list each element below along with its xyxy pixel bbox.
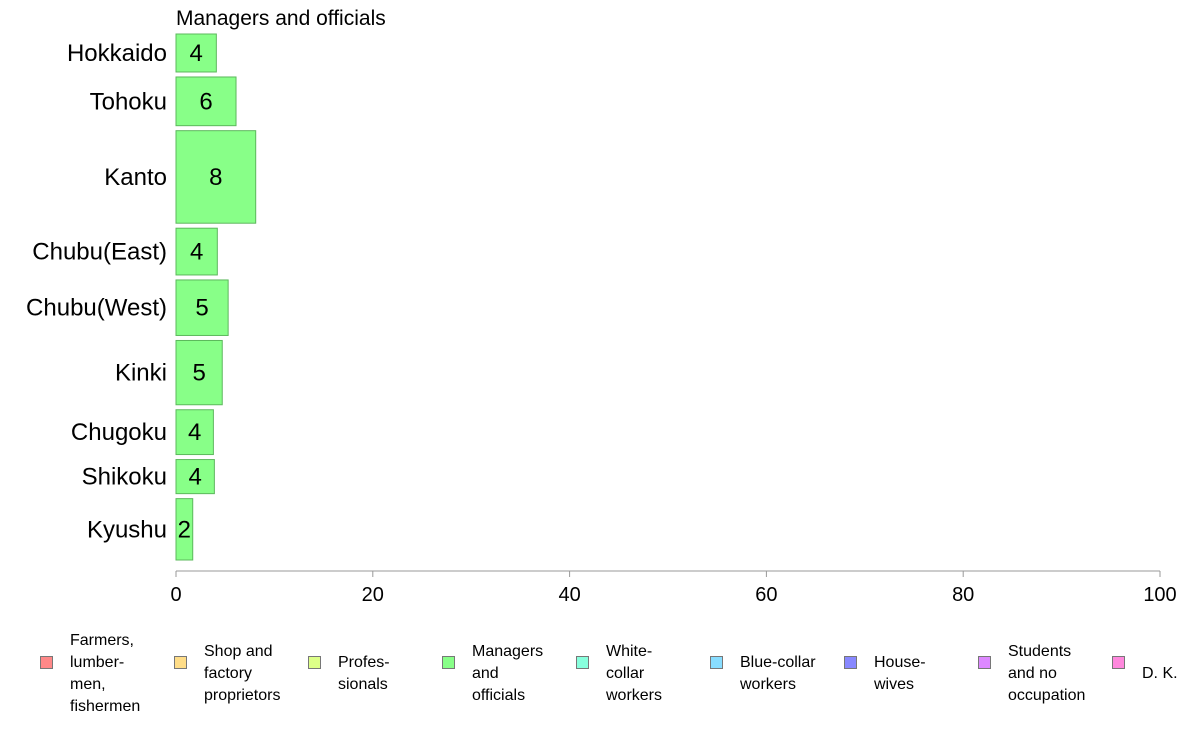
legend-swatch xyxy=(174,656,187,669)
bar-kyushu xyxy=(175,498,194,561)
bar-chubu-east xyxy=(175,227,218,276)
legend-swatch xyxy=(442,656,455,669)
value-label: 8 xyxy=(209,164,222,191)
chart-title: Managers and officials xyxy=(176,7,386,30)
legend-swatch xyxy=(844,656,857,669)
x-tick-label: 60 xyxy=(755,584,777,606)
legend-item: Farmers, lumber- men, fishermen xyxy=(40,622,174,722)
legend-item: D. K. xyxy=(1112,622,1188,722)
bar-chubu-west xyxy=(175,279,229,336)
legend-label: White- collar workers xyxy=(606,643,663,704)
category-label: Kyushu xyxy=(87,516,167,543)
value-label: 5 xyxy=(192,360,205,387)
x-tick-label: 0 xyxy=(170,584,181,606)
legend-item: House- wives xyxy=(844,622,978,722)
legend-item: Students and no occupation xyxy=(978,622,1112,722)
legend-item: Managers and officials xyxy=(442,622,576,722)
category-label: Chubu(West) xyxy=(26,295,167,322)
value-label: 4 xyxy=(188,419,201,446)
legend-label: Farmers, lumber- men, fishermen xyxy=(70,632,141,715)
value-label: 2 xyxy=(178,516,191,543)
x-tick-label: 20 xyxy=(362,584,384,606)
value-label: 5 xyxy=(195,295,208,322)
category-label: Tohoku xyxy=(90,88,167,115)
legend-swatch xyxy=(576,656,589,669)
category-label: Hokkaido xyxy=(67,40,167,67)
legend-label: Blue-collar workers xyxy=(740,654,816,693)
legend-swatch xyxy=(1112,656,1125,669)
bar-kanto xyxy=(175,130,257,224)
bar-kinki xyxy=(175,339,223,406)
legend-swatch xyxy=(40,656,53,669)
category-label: Kinki xyxy=(115,360,167,387)
bar-hokkaido xyxy=(175,33,217,73)
legend-label: Students and no occupation xyxy=(1008,643,1086,704)
legend-item: White- collar workers xyxy=(576,622,710,722)
legend-label: House- wives xyxy=(874,654,926,693)
x-tick-label: 80 xyxy=(952,584,974,606)
value-label: 4 xyxy=(189,40,202,67)
legend-swatch xyxy=(710,656,723,669)
value-label: 4 xyxy=(190,239,203,266)
legend-label: Managers and officials xyxy=(472,643,544,704)
bar-tohoku xyxy=(175,76,237,127)
legend-swatch xyxy=(978,656,991,669)
legend-label: Profes- sionals xyxy=(338,654,390,693)
value-label: 6 xyxy=(199,88,212,115)
category-label: Chubu(East) xyxy=(32,239,167,266)
x-tick-label: 100 xyxy=(1143,584,1176,606)
legend-item: Shop and factory proprietors xyxy=(174,622,308,722)
chart: Managers and officials Hokkaido 4 Tohoku 6 Ka… xyxy=(26,7,1177,606)
category-label: Shikoku xyxy=(82,464,167,491)
x-tick-label: 40 xyxy=(558,584,580,606)
value-label: 4 xyxy=(189,464,202,491)
category-label: Chugoku xyxy=(71,419,167,446)
bar-chugoku xyxy=(175,409,214,456)
legend-label: Shop and factory proprietors xyxy=(204,643,281,704)
legend-item: Blue-collar workers xyxy=(710,622,844,722)
category-label: Kanto xyxy=(104,164,167,191)
bar-shikoku xyxy=(175,459,215,495)
legend-label: D. K. xyxy=(1142,665,1178,682)
legend-swatch xyxy=(308,656,321,669)
legend-item: Profes- sionals xyxy=(308,622,442,722)
legend: Farmers, lumber- men, fishermen Shop and … xyxy=(0,622,1188,732)
